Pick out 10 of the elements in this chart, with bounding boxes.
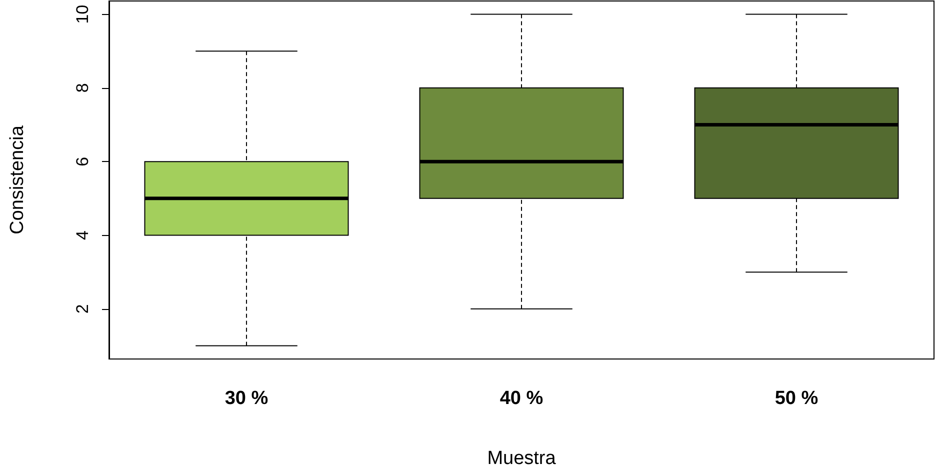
- y-tick-label: 8: [73, 83, 92, 93]
- x-axis-title: Muestra: [487, 448, 556, 469]
- x-tick-label: 30 %: [224, 388, 268, 409]
- y-tick-label: 4: [73, 230, 92, 240]
- x-tick-label: 50 %: [774, 388, 818, 409]
- y-tick-label: 6: [73, 156, 92, 166]
- y-tick-label: 10: [73, 4, 92, 24]
- y-axis-title: Consistencia: [7, 125, 28, 234]
- x-tick-label: 40 %: [500, 388, 544, 409]
- y-tick-label: 2: [73, 304, 92, 314]
